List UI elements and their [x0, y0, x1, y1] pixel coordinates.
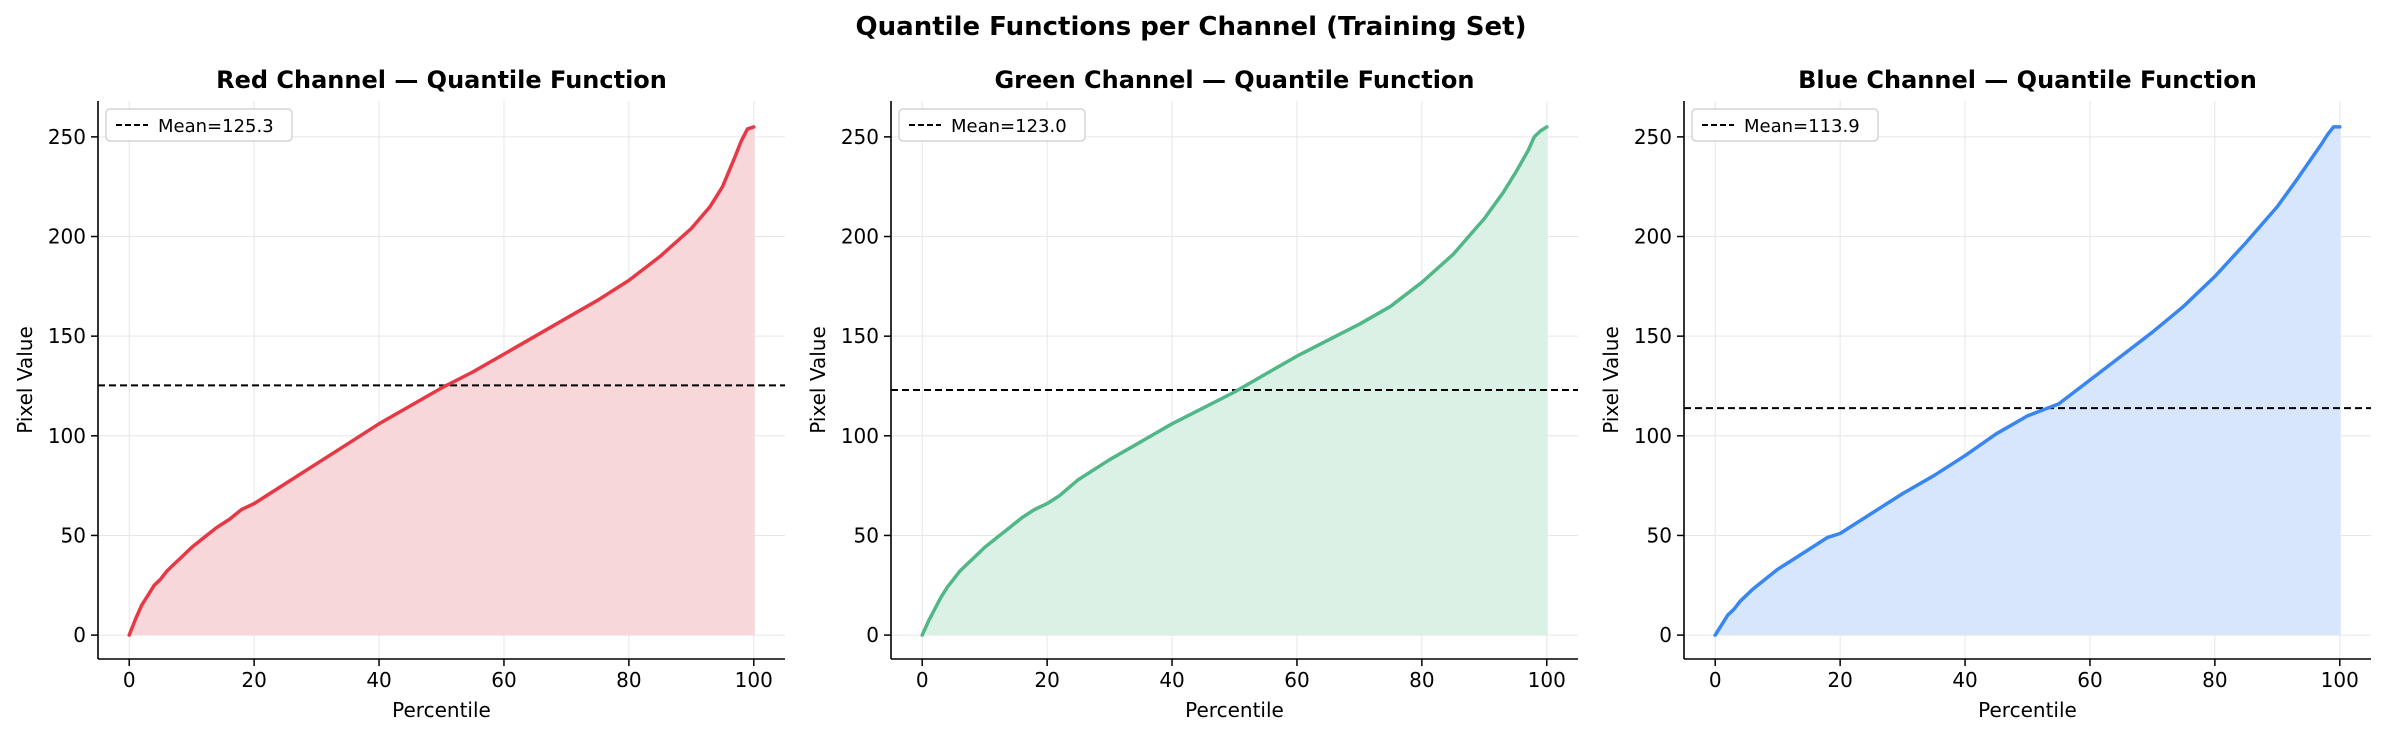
y-tick-label: 250 — [841, 125, 879, 149]
figure-title: Quantile Functions per Channel (Training… — [856, 12, 1527, 42]
y-tick-label: 100 — [1634, 424, 1672, 448]
panel-title: Green Channel — Quantile Function — [994, 66, 1474, 94]
y-tick-label: 0 — [866, 623, 879, 647]
x-axis-label: Percentile — [1185, 698, 1284, 722]
legend: Mean=123.0 — [898, 108, 1086, 142]
x-tick-label: 20 — [1034, 668, 1059, 692]
y-tick-label: 150 — [1634, 324, 1672, 348]
y-tick-label: 100 — [48, 424, 86, 448]
y-tick-label: 200 — [1634, 225, 1672, 249]
x-tick-label: 100 — [735, 668, 773, 692]
y-tick-label: 0 — [1659, 623, 1672, 647]
quantile-line — [1713, 125, 2342, 637]
x-tick-label: 60 — [2077, 668, 2102, 692]
x-tick-label: 100 — [1528, 668, 1566, 692]
x-tick-label: 0 — [1709, 668, 1722, 692]
panel-title: Blue Channel — Quantile Function — [1798, 66, 2257, 94]
chart-panel-1: Red Channel — Quantile Function 0 20 40 60 80… — [13, 66, 785, 722]
y-tick-label: 250 — [48, 125, 86, 149]
legend-box — [898, 108, 1086, 142]
x-tick-label: 80 — [2202, 668, 2227, 692]
quantile-line — [920, 125, 1549, 637]
x-tick-label: 0 — [916, 668, 929, 692]
y-tick-label: 150 — [841, 324, 879, 348]
area-fill — [1715, 126, 2340, 636]
x-tick-label: 20 — [1827, 668, 1852, 692]
x-tick-label: 60 — [491, 668, 516, 692]
y-axis-label: Pixel Value — [806, 326, 830, 434]
x-tick-label: 0 — [123, 668, 136, 692]
y-tick-label: 200 — [841, 225, 879, 249]
legend-label: Mean=123.0 — [951, 116, 1067, 137]
y-tick-label: 50 — [854, 523, 879, 547]
x-tick-label: 40 — [366, 668, 391, 692]
y-axis-label: Pixel Value — [13, 326, 37, 434]
panel-title: Red Channel — Quantile Function — [216, 66, 667, 94]
x-tick-label: 80 — [616, 668, 641, 692]
x-axis-label: Percentile — [1978, 698, 2077, 722]
x-tick-label: 80 — [1409, 668, 1434, 692]
y-tick-label: 100 — [841, 424, 879, 448]
legend-box — [1691, 108, 1879, 142]
legend: Mean=125.3 — [105, 108, 293, 142]
legend-box — [105, 108, 293, 142]
x-tick-label: 40 — [1952, 668, 1977, 692]
x-tick-label: 40 — [1159, 668, 1184, 692]
x-tick-label: 100 — [2321, 668, 2359, 692]
chart-panel-3: Blue Channel — Quantile Function 0 20 40 60 8… — [1599, 66, 2371, 722]
y-axis-label: Pixel Value — [1599, 326, 1623, 434]
x-tick-label: 20 — [241, 668, 266, 692]
area-fill — [129, 126, 754, 636]
y-tick-label: 0 — [73, 623, 86, 647]
y-tick-label: 50 — [61, 523, 86, 547]
y-tick-label: 50 — [1647, 523, 1672, 547]
y-tick-label: 150 — [48, 324, 86, 348]
y-tick-label: 200 — [48, 225, 86, 249]
y-tick-label: 250 — [1634, 125, 1672, 149]
legend-label: Mean=113.9 — [1744, 116, 1860, 137]
quantile-line — [127, 125, 756, 637]
x-axis-label: Percentile — [392, 698, 491, 722]
legend: Mean=113.9 — [1691, 108, 1879, 142]
area-fill — [922, 126, 1547, 636]
legend-label: Mean=125.3 — [158, 116, 274, 137]
x-tick-label: 60 — [1284, 668, 1309, 692]
chart-panel-2: Green Channel — Quantile Function 0 20 40 60… — [806, 66, 1578, 722]
